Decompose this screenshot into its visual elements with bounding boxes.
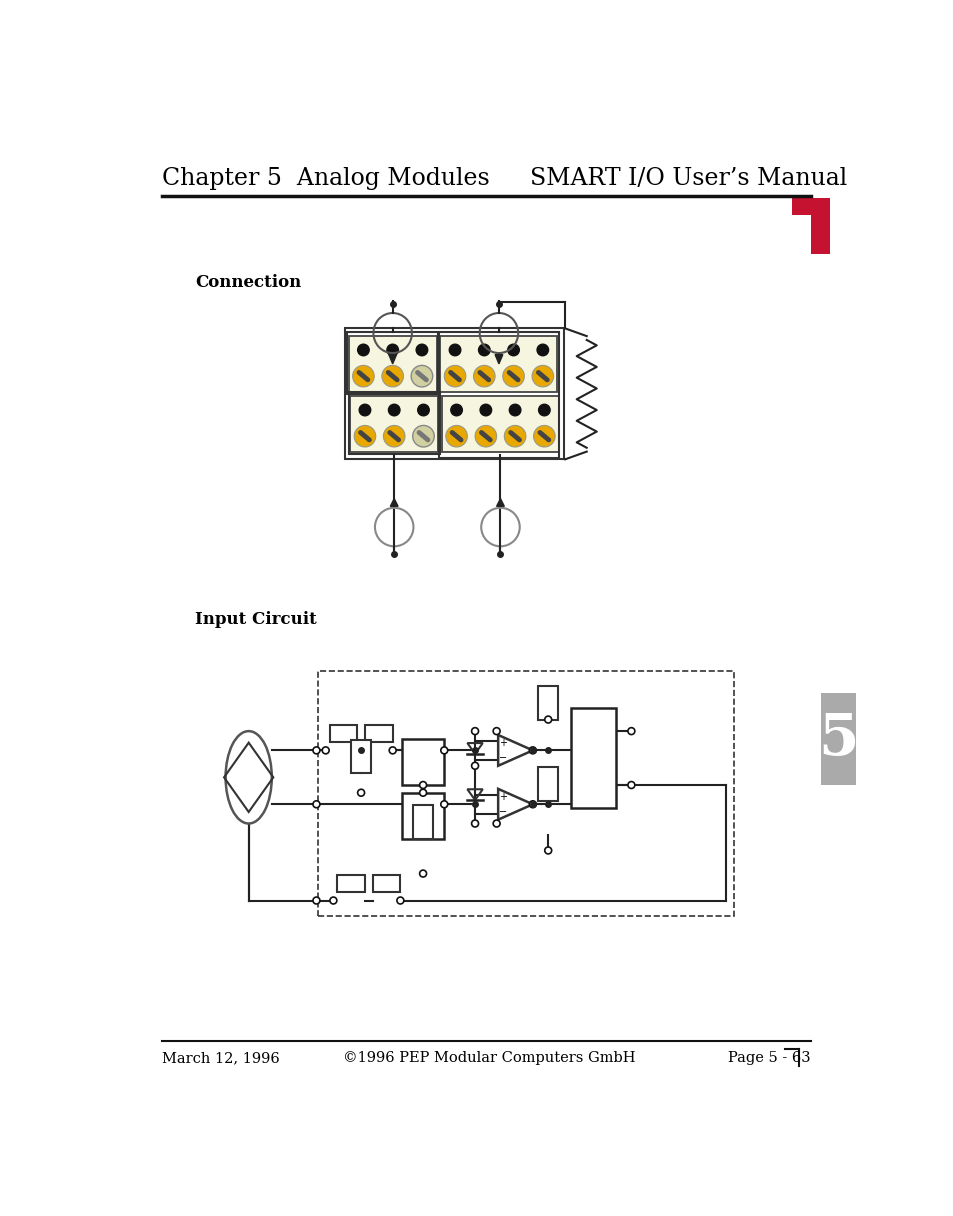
Circle shape xyxy=(627,727,634,734)
Text: SMART I/O User’s Manual: SMART I/O User’s Manual xyxy=(529,167,846,190)
Bar xyxy=(349,393,439,454)
Circle shape xyxy=(493,820,499,827)
Bar xyxy=(438,332,558,457)
Text: Page 5 - 63: Page 5 - 63 xyxy=(727,1052,810,1065)
Bar xyxy=(537,767,558,801)
Text: −: − xyxy=(498,807,506,817)
Text: March 12, 1996: March 12, 1996 xyxy=(161,1052,279,1065)
Circle shape xyxy=(381,365,403,387)
Polygon shape xyxy=(495,355,502,364)
Circle shape xyxy=(493,727,499,734)
Text: 5: 5 xyxy=(818,711,858,767)
Circle shape xyxy=(313,897,319,903)
Circle shape xyxy=(358,404,371,416)
Bar xyxy=(347,332,437,394)
Bar xyxy=(351,739,371,773)
Text: Chapter 5  Analog Modules: Chapter 5 Analog Modules xyxy=(161,167,489,190)
Bar xyxy=(350,396,437,451)
Circle shape xyxy=(419,871,426,877)
Circle shape xyxy=(544,848,551,854)
Polygon shape xyxy=(497,789,533,820)
Bar xyxy=(413,805,433,839)
Circle shape xyxy=(479,404,491,416)
Bar xyxy=(329,725,356,742)
Text: −: − xyxy=(498,753,506,764)
Circle shape xyxy=(417,404,429,416)
Circle shape xyxy=(538,404,550,416)
Bar xyxy=(373,876,400,893)
Bar xyxy=(349,336,436,392)
Polygon shape xyxy=(389,355,396,364)
Circle shape xyxy=(444,365,465,387)
Circle shape xyxy=(502,365,524,387)
Circle shape xyxy=(419,782,426,788)
Bar xyxy=(345,328,563,460)
Circle shape xyxy=(416,344,427,356)
Circle shape xyxy=(537,344,548,356)
Circle shape xyxy=(357,789,364,796)
Text: +: + xyxy=(498,792,506,801)
Circle shape xyxy=(449,344,460,356)
Circle shape xyxy=(532,365,553,387)
Bar xyxy=(336,876,365,893)
Bar xyxy=(441,396,558,451)
Circle shape xyxy=(440,801,447,807)
Circle shape xyxy=(354,426,375,447)
Circle shape xyxy=(313,747,319,754)
Circle shape xyxy=(313,801,319,807)
Circle shape xyxy=(451,404,462,416)
Circle shape xyxy=(353,365,374,387)
Text: Input Circuit: Input Circuit xyxy=(194,610,316,627)
Bar xyxy=(537,686,558,720)
Circle shape xyxy=(471,727,478,734)
Circle shape xyxy=(413,426,434,447)
Polygon shape xyxy=(497,499,504,506)
Circle shape xyxy=(504,426,525,447)
Text: Connection: Connection xyxy=(194,275,301,292)
Circle shape xyxy=(529,747,536,754)
Circle shape xyxy=(475,426,497,447)
Circle shape xyxy=(411,365,433,387)
Bar xyxy=(571,708,616,809)
Bar xyxy=(317,671,733,916)
Circle shape xyxy=(383,426,405,447)
Polygon shape xyxy=(497,734,533,766)
Circle shape xyxy=(478,344,490,356)
Circle shape xyxy=(388,404,399,416)
Circle shape xyxy=(357,344,369,356)
Circle shape xyxy=(473,365,495,387)
Circle shape xyxy=(507,344,518,356)
Circle shape xyxy=(387,344,398,356)
Circle shape xyxy=(330,897,336,903)
Text: ©1996 PEP Modular Computers GmbH: ©1996 PEP Modular Computers GmbH xyxy=(342,1052,635,1065)
Circle shape xyxy=(533,426,555,447)
Polygon shape xyxy=(791,198,829,254)
Text: +: + xyxy=(498,738,506,748)
Bar xyxy=(365,725,393,742)
Circle shape xyxy=(389,747,395,754)
Circle shape xyxy=(445,426,467,447)
Circle shape xyxy=(440,747,447,754)
Circle shape xyxy=(396,897,403,903)
Circle shape xyxy=(627,782,634,788)
Circle shape xyxy=(544,716,551,724)
Bar xyxy=(440,336,557,392)
Circle shape xyxy=(471,762,478,770)
Circle shape xyxy=(322,747,329,754)
Bar xyxy=(820,693,855,786)
Circle shape xyxy=(529,801,536,807)
Circle shape xyxy=(471,820,478,827)
Circle shape xyxy=(509,404,520,416)
Circle shape xyxy=(419,789,426,796)
Bar xyxy=(401,739,444,786)
Polygon shape xyxy=(390,499,397,506)
Bar xyxy=(401,793,444,839)
